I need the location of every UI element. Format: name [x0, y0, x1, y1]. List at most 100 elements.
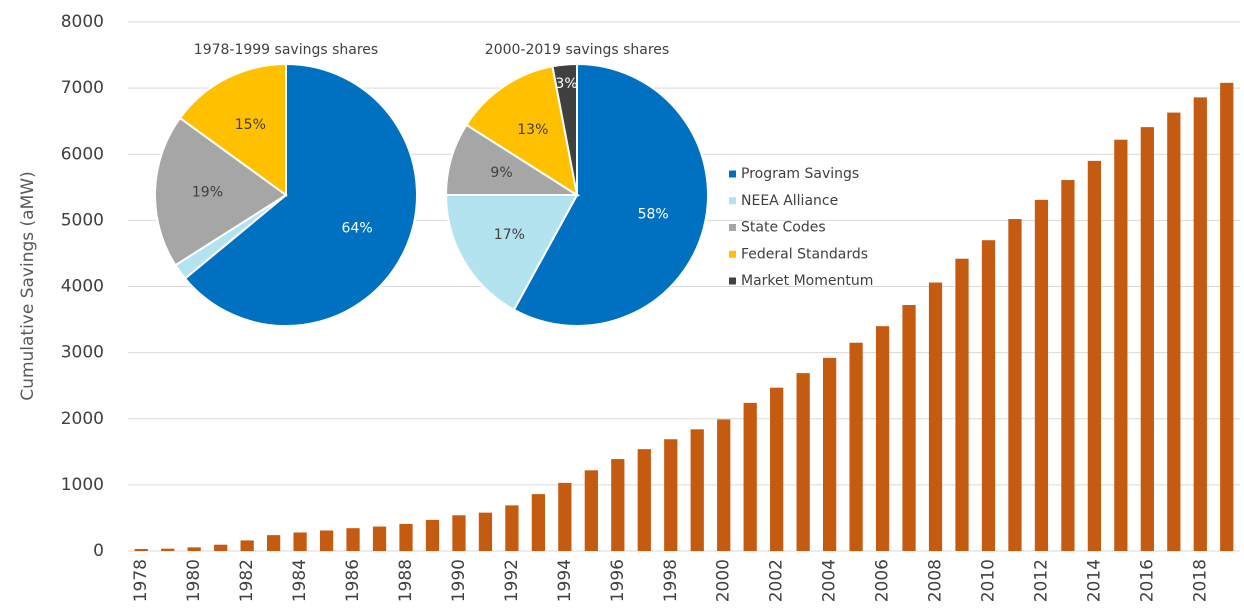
bar	[214, 544, 228, 551]
bar	[346, 528, 360, 551]
bar	[372, 526, 387, 551]
bar	[1114, 139, 1128, 551]
pie-title: 2000-2019 savings shares	[485, 42, 669, 58]
slice-label: 13%	[517, 122, 548, 138]
x-tick-label: 1988	[396, 559, 416, 602]
y-axis-label: Cumulative Savings (aMW)	[18, 171, 38, 400]
bar	[823, 357, 837, 551]
slice-label: 64%	[342, 220, 373, 236]
x-tick-label: 1984	[290, 559, 310, 602]
pie-slice	[183, 62, 418, 327]
x-tick-label: 1994	[555, 559, 575, 602]
pie-slice	[178, 62, 287, 197]
bar	[664, 439, 678, 551]
x-tick-label: 2016	[1137, 559, 1157, 602]
slice-label: 58%	[638, 207, 669, 223]
x-tick-label: 2004	[820, 559, 840, 602]
x-tick-label: 2014	[1084, 559, 1104, 602]
bar	[293, 532, 307, 551]
pie-slice	[512, 62, 709, 327]
pie-slice	[444, 194, 579, 312]
bar	[875, 326, 890, 551]
bar	[981, 240, 996, 551]
legend-swatch	[729, 250, 736, 258]
bar	[187, 547, 201, 551]
pie-slice	[465, 65, 579, 198]
slice-label: 9%	[490, 165, 512, 181]
x-tick-label: 1998	[661, 559, 681, 602]
x-tick-label: 1982	[237, 559, 257, 602]
x-tick-label: 2002	[767, 559, 787, 602]
bar	[717, 419, 731, 551]
legend-label: NEEA Alliance	[741, 193, 838, 209]
bar	[1167, 112, 1181, 551]
bar	[558, 482, 572, 551]
x-tick-label: 2006	[873, 559, 893, 602]
x-tick-label: 2012	[1031, 559, 1051, 602]
bar	[399, 523, 413, 551]
bar	[134, 549, 148, 551]
y-tick-label: 3000	[61, 343, 104, 363]
bar	[955, 258, 969, 551]
legend-swatch	[729, 197, 736, 205]
y-tick-label: 7000	[61, 78, 104, 98]
bar	[240, 540, 254, 551]
bar	[743, 402, 757, 551]
y-tick-label: 2000	[61, 409, 104, 429]
bar	[267, 535, 281, 551]
pie-slice	[154, 116, 288, 267]
slice-label: 15%	[235, 117, 266, 133]
legend-label: Federal Standards	[741, 246, 868, 262]
legend-label: State Codes	[741, 220, 826, 236]
bar	[1193, 97, 1207, 551]
x-tick-label: 1978	[131, 559, 151, 602]
slice-label: 19%	[192, 185, 223, 201]
bar	[425, 519, 440, 551]
legend-swatch	[729, 170, 736, 178]
x-tick-label: 2018	[1190, 559, 1210, 602]
slice-label: 17%	[494, 227, 525, 243]
bar	[161, 548, 175, 551]
x-tick-label: 1986	[343, 559, 363, 602]
x-tick-label: 2010	[978, 559, 998, 602]
x-tick-label: 2000	[714, 559, 734, 602]
bar	[1220, 82, 1234, 552]
x-tick-label: 1980	[184, 559, 204, 602]
x-tick-label: 1990	[449, 559, 469, 602]
x-tick-label: 2008	[926, 559, 946, 602]
bar	[770, 387, 784, 551]
bar	[531, 494, 545, 551]
y-tick-label: 0	[93, 541, 104, 561]
y-tick-label: 4000	[61, 277, 104, 297]
legend-label: Program Savings	[741, 166, 859, 182]
y-tick-label: 8000	[61, 12, 104, 32]
bar	[928, 282, 943, 551]
pie-title: 1978-1999 savings shares	[194, 42, 378, 58]
slice-label: 3%	[555, 76, 577, 92]
x-tick-label: 1992	[502, 559, 522, 602]
bar	[505, 505, 519, 551]
y-tick-label: 6000	[61, 144, 104, 164]
bar	[1087, 160, 1101, 552]
bar	[478, 512, 493, 551]
bar	[452, 515, 466, 551]
bar	[1140, 127, 1154, 552]
legend-swatch	[729, 224, 736, 231]
bar	[1034, 199, 1049, 551]
legend-label: Market Momentum	[741, 273, 873, 289]
bar	[1061, 180, 1075, 551]
y-tick-label: 5000	[61, 210, 104, 230]
bar	[690, 429, 704, 551]
bar	[637, 449, 651, 551]
bar	[849, 342, 863, 551]
bar	[902, 305, 916, 551]
bar	[1008, 219, 1022, 552]
y-tick-label: 1000	[61, 475, 104, 495]
bar	[584, 470, 598, 551]
bar	[796, 373, 810, 551]
legend-swatch	[729, 277, 736, 285]
bar	[611, 459, 625, 551]
pie-slice	[551, 62, 578, 196]
